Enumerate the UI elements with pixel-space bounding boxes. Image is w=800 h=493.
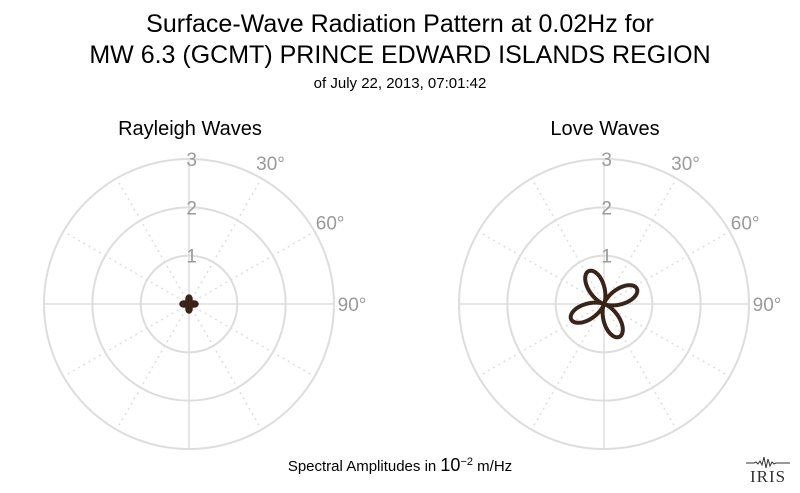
radiation-pattern-line: [179, 294, 199, 314]
angular-grid-spoke: [530, 178, 605, 305]
radial-tick-label: 3: [601, 150, 612, 171]
radial-tick-label: 1: [186, 247, 197, 268]
caption-prefix: Spectral Amplitudes in: [287, 458, 441, 475]
rayleigh-panel-title: Rayleigh Waves: [118, 118, 262, 140]
angular-grid-spoke: [478, 303, 605, 378]
chart-title-line-2: MW 6.3 (GCMT) PRINCE EDWARD ISLANDS REGI…: [89, 41, 711, 69]
radial-tick-label: 2: [186, 198, 197, 219]
angular-grid-spoke: [603, 303, 730, 378]
angular-grid-spoke: [530, 303, 605, 430]
angle-tick-label: 60°: [731, 214, 760, 235]
caption-base: 10: [440, 455, 461, 475]
angle-tick-label: 30°: [256, 154, 285, 175]
angular-grid-spoke: [63, 230, 190, 305]
angular-grid-spoke: [603, 230, 730, 305]
angular-grid-spoke: [188, 178, 263, 305]
angular-grid-spoke: [603, 303, 678, 430]
rayleigh-polar-plot: 1 2 3 30° 60° 90°: [43, 150, 367, 450]
angle-tick-label: 60°: [316, 214, 345, 235]
caption-exponent: −2: [460, 456, 473, 468]
love-panel-title: Love Waves: [550, 118, 660, 140]
radial-tick-label: 1: [601, 247, 612, 268]
angular-grid-spoke: [478, 230, 605, 305]
angular-grid-spoke: [188, 230, 315, 305]
amplitude-units-caption: Spectral Amplitudes in 10−2 m/Hz: [0, 455, 800, 476]
seismogram-icon: [746, 456, 790, 469]
iris-logo: IRIS: [746, 453, 790, 487]
logo-text: IRIS: [749, 467, 787, 486]
angular-grid-spoke: [115, 178, 190, 305]
angular-grid-spoke: [188, 303, 263, 430]
angle-tick-label: 90°: [338, 295, 367, 316]
radial-tick-label: 3: [186, 150, 197, 171]
angle-tick-label: 90°: [753, 295, 782, 316]
love-polar-plot: 1 2 3 30° 60° 90°: [458, 150, 782, 450]
angular-grid-spoke: [188, 303, 315, 378]
radiation-pattern-line: [568, 268, 640, 340]
angular-grid-spoke: [63, 303, 190, 378]
chart-title-line-1: Surface-Wave Radiation Pattern at 0.02Hz…: [146, 10, 654, 38]
radial-tick-label: 2: [601, 198, 612, 219]
angular-grid-spoke: [115, 303, 190, 430]
caption-unit: m/Hz: [472, 458, 513, 475]
angle-tick-label: 30°: [671, 154, 700, 175]
chart-subtitle: of July 22, 2013, 07:01:42: [313, 75, 487, 92]
angular-grid-spoke: [603, 178, 678, 305]
